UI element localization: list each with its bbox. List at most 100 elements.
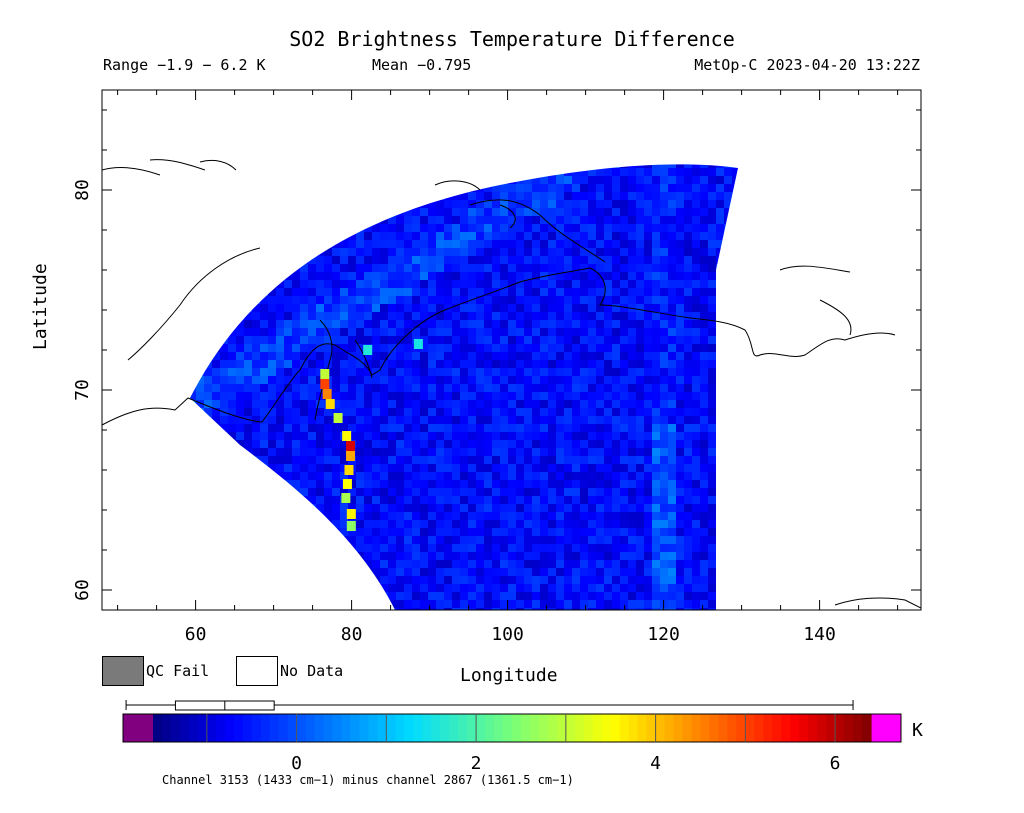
- heatmap-cell: [460, 496, 468, 504]
- heatmap-cell: [340, 248, 348, 256]
- heatmap-cell: [492, 264, 500, 272]
- heatmap-cell: [476, 296, 484, 304]
- heatmap-cell: [604, 176, 612, 184]
- heatmap-cell: [564, 592, 572, 600]
- heatmap-cell: [412, 432, 420, 440]
- heatmap-cell: [308, 416, 316, 424]
- heatmap-cell: [388, 288, 396, 296]
- heatmap-cell: [540, 464, 548, 472]
- heatmap-cell: [388, 488, 396, 496]
- heatmap-cell: [628, 224, 636, 232]
- heatmap-cell: [500, 472, 508, 480]
- heatmap-cell: [516, 256, 524, 264]
- heatmap-cell: [524, 600, 532, 608]
- heatmap-cell: [532, 192, 540, 200]
- heatmap-cell: [460, 272, 468, 280]
- heatmap-cell: [700, 256, 708, 264]
- heatmap-cell: [348, 536, 356, 544]
- heatmap-cell: [300, 392, 308, 400]
- heatmap-cell: [588, 264, 596, 272]
- heatmap-cell: [260, 376, 268, 384]
- heatmap-cell: [516, 248, 524, 256]
- x-tick-label: 80: [341, 624, 363, 645]
- heatmap-cell: [444, 288, 452, 296]
- heatmap-cell: [652, 304, 660, 312]
- heatmap-cell: [508, 608, 516, 610]
- heatmap-cell: [244, 336, 252, 344]
- heatmap-cell: [692, 472, 700, 480]
- heatmap-cell: [492, 208, 500, 216]
- heatmap-cell: [268, 368, 276, 376]
- heatmap-cell: [692, 568, 700, 576]
- heatmap-cell: [492, 232, 500, 240]
- heatmap-cell: [452, 408, 460, 416]
- heatmap-cell: [652, 376, 660, 384]
- heatmap-cell: [492, 288, 500, 296]
- heatmap-cell: [300, 464, 308, 472]
- heatmap-cell: [548, 560, 556, 568]
- heatmap-cell: [548, 224, 556, 232]
- heatmap-cell: [548, 288, 556, 296]
- heatmap-cell: [620, 304, 628, 312]
- heatmap-cell: [492, 416, 500, 424]
- heatmap-cell: [532, 536, 540, 544]
- heatmap-cell: [468, 368, 476, 376]
- heatmap-cell: [516, 480, 524, 488]
- heatmap-cell: [548, 328, 556, 336]
- heatmap-cell: [268, 296, 276, 304]
- heatmap-cell: [620, 608, 628, 610]
- heatmap-cell: [300, 360, 308, 368]
- heatmap-cell: [700, 448, 708, 456]
- colorbar-segment: [574, 714, 585, 742]
- heatmap-cell: [580, 352, 588, 360]
- heatmap-cell: [380, 576, 388, 584]
- heatmap-cell: [356, 408, 364, 416]
- heatmap-cell: [404, 256, 412, 264]
- heatmap-cell: [268, 464, 276, 472]
- heatmap-cell: [356, 464, 364, 472]
- heatmap-cell: [460, 392, 468, 400]
- heatmap-cell: [668, 344, 676, 352]
- heatmap-cell: [516, 320, 524, 328]
- colorbar-segment: [628, 714, 639, 742]
- heatmap-cell: [412, 608, 420, 610]
- heatmap-cell: [484, 232, 492, 240]
- heatmap-cell: [332, 488, 340, 496]
- heatmap-cell: [620, 344, 628, 352]
- heatmap-cell: [516, 240, 524, 248]
- heatmap-cell: [620, 408, 628, 416]
- heatmap-cell: [524, 216, 532, 224]
- heatmap-cell: [380, 232, 388, 240]
- heatmap-cell: [588, 248, 596, 256]
- heatmap-cell: [404, 608, 412, 610]
- heatmap-cell: [676, 344, 684, 352]
- heatmap-cell: [468, 336, 476, 344]
- heatmap-cell: [652, 552, 660, 560]
- heatmap-cell: [260, 368, 268, 376]
- heatmap-cell: [556, 296, 564, 304]
- heatmap-cell: [396, 312, 404, 320]
- heatmap-cell: [708, 216, 716, 224]
- heatmap-cell: [508, 320, 516, 328]
- heatmap-cell: [500, 304, 508, 312]
- heatmap-cell: [524, 328, 532, 336]
- heatmap-cell: [372, 520, 380, 528]
- heatmap-cell: [588, 320, 596, 328]
- heatmap-cell: [388, 432, 396, 440]
- heatmap-cell: [484, 472, 492, 480]
- heatmap-cell: [580, 488, 588, 496]
- heatmap-cell: [700, 600, 708, 608]
- heatmap-cell: [260, 296, 268, 304]
- heatmap-cell: [508, 440, 516, 448]
- heatmap-cell: [644, 328, 652, 336]
- heatmap-cell: [644, 224, 652, 232]
- heatmap-cell: [404, 424, 412, 432]
- heatmap-cell: [372, 456, 380, 464]
- heatmap-cell: [596, 512, 604, 520]
- heatmap-cell: [332, 352, 340, 360]
- x-tick-label: 100: [491, 624, 524, 645]
- heatmap-cell: [628, 408, 636, 416]
- heatmap-cell: [628, 592, 636, 600]
- heatmap-cell: [500, 328, 508, 336]
- heatmap-cell: [660, 456, 668, 464]
